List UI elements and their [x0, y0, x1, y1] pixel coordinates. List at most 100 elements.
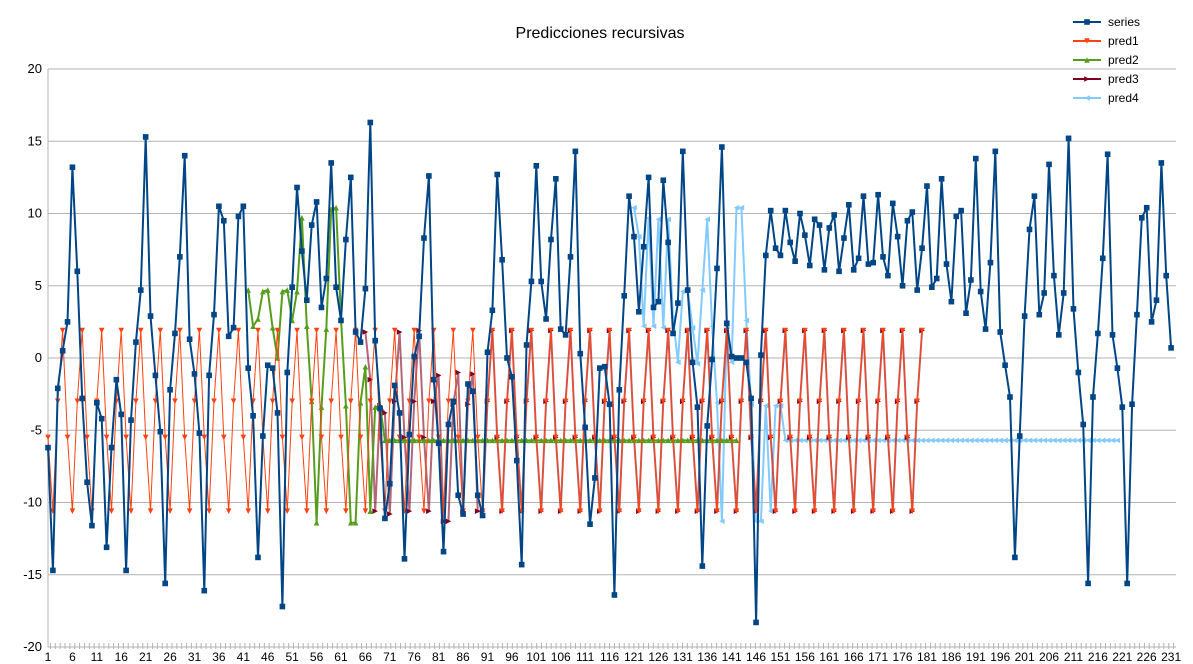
- data-point-series: [1060, 290, 1067, 296]
- data-point-pred1: [391, 327, 398, 334]
- data-point-series: [450, 398, 457, 405]
- legend-label: series: [1108, 15, 1140, 29]
- data-point-pred3: [426, 508, 432, 514]
- data-point-series: [719, 144, 725, 150]
- legend-item-series: series: [1073, 15, 1140, 29]
- data-point-pred1: [123, 434, 129, 441]
- data-point-pred1: [220, 434, 227, 441]
- data-point-series: [196, 430, 203, 436]
- data-point-pred4: [704, 216, 711, 223]
- y-tick-label: -15: [23, 567, 42, 582]
- data-point-series: [660, 177, 667, 184]
- data-point-series: [255, 554, 261, 561]
- data-point-series: [1007, 394, 1013, 400]
- data-point-pred4: [680, 288, 686, 295]
- data-point-pred1: [826, 434, 833, 441]
- data-point-pred1: [680, 398, 686, 405]
- data-point-pred4: [675, 359, 681, 366]
- data-point-series: [142, 134, 149, 140]
- x-tick-label: 11: [91, 650, 104, 664]
- data-point-pred4: [914, 437, 920, 444]
- data-point-series: [445, 421, 452, 428]
- data-point-pred1: [714, 508, 720, 514]
- data-point-pred1: [133, 398, 139, 405]
- data-point-pred4: [728, 359, 735, 366]
- data-point-series: [592, 475, 598, 481]
- data-point-pred1: [616, 508, 623, 514]
- data-point-series: [567, 254, 574, 260]
- data-point-series: [504, 355, 510, 361]
- data-point-pred1: [196, 327, 203, 334]
- data-point-series: [426, 173, 432, 179]
- data-point-pred2: [528, 437, 535, 444]
- data-point-pred1: [665, 327, 671, 334]
- data-point-series: [245, 365, 252, 371]
- data-point-pred4: [870, 437, 877, 444]
- data-point-pred1: [172, 398, 178, 405]
- data-point-series: [89, 522, 95, 529]
- data-point-series: [1012, 554, 1018, 561]
- data-point-pred4: [631, 204, 637, 211]
- data-point-pred1: [850, 508, 857, 514]
- data-point-series: [421, 235, 427, 241]
- data-point-series: [875, 191, 881, 198]
- data-point-series: [391, 382, 398, 389]
- data-point-pred2: [460, 437, 466, 444]
- data-point-pred1: [64, 434, 71, 441]
- data-point-pred4: [972, 437, 979, 444]
- data-point-series: [304, 297, 310, 303]
- data-point-pred1: [137, 327, 144, 334]
- data-point-pred4: [763, 402, 769, 409]
- x-tick-label: 136: [697, 650, 717, 664]
- data-point-series: [1031, 193, 1038, 199]
- data-point-series: [387, 480, 393, 487]
- data-point-series: [1065, 135, 1072, 142]
- data-point-series: [728, 353, 735, 360]
- data-point-pred2: [260, 288, 266, 295]
- data-point-series: [806, 262, 813, 269]
- data-point-pred1: [684, 327, 691, 334]
- data-point-pred4: [850, 437, 857, 444]
- data-point-pred2: [733, 437, 740, 444]
- data-point-pred1: [772, 508, 779, 514]
- data-point-pred1: [728, 434, 735, 441]
- series-series: [45, 119, 1174, 626]
- data-point-series: [880, 254, 886, 260]
- data-point-series: [733, 355, 740, 361]
- data-point-pred2: [509, 437, 515, 444]
- data-point-pred3: [406, 508, 413, 514]
- data-point-series: [933, 275, 940, 282]
- data-point-pred4: [636, 233, 642, 240]
- data-point-pred1: [445, 398, 452, 405]
- legend-marker: [1084, 38, 1090, 44]
- data-point-pred4: [924, 437, 930, 444]
- data-point-pred1: [738, 398, 745, 405]
- data-point-series: [279, 603, 286, 610]
- data-point-series: [1070, 306, 1077, 312]
- x-tick-label: 41: [237, 650, 251, 664]
- data-point-pred1: [806, 434, 813, 441]
- data-point-series: [948, 298, 955, 305]
- data-point-pred1: [225, 508, 232, 514]
- data-point-series: [401, 556, 408, 562]
- x-tick-label: 146: [746, 650, 766, 664]
- data-point-series: [338, 317, 344, 324]
- data-point-series: [899, 282, 906, 289]
- data-point-pred1: [387, 398, 393, 405]
- data-point-pred2: [626, 437, 632, 444]
- data-point-pred4: [655, 216, 662, 223]
- data-point-pred3: [421, 434, 427, 441]
- data-point-pred1: [211, 398, 217, 405]
- data-point-series: [675, 300, 681, 306]
- data-point-series: [299, 248, 305, 254]
- data-point-pred1: [919, 327, 925, 334]
- data-point-series: [557, 326, 564, 332]
- data-point-series: [460, 511, 466, 517]
- x-tick-label: 6: [69, 650, 76, 664]
- data-point-series: [455, 492, 461, 499]
- data-point-series: [616, 386, 623, 393]
- data-point-pred2: [596, 437, 603, 444]
- data-point-pred1: [333, 327, 339, 334]
- data-point-pred1: [147, 508, 154, 514]
